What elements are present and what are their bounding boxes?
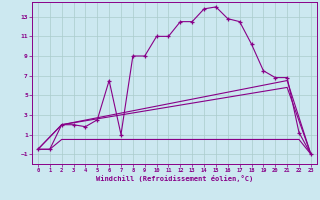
X-axis label: Windchill (Refroidissement éolien,°C): Windchill (Refroidissement éolien,°C) [96,175,253,182]
